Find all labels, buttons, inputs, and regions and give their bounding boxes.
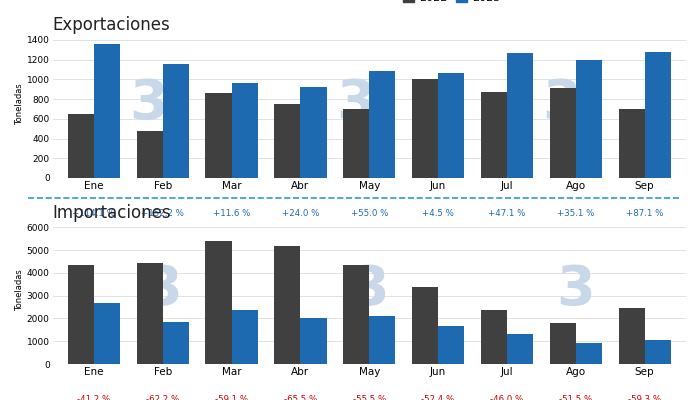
Bar — [576, 60, 602, 178]
Text: +47,1 %: +47,1 % — [489, 208, 526, 218]
Bar — [94, 44, 120, 178]
Text: +114,1 %: +114,1 % — [72, 208, 116, 218]
Bar — [645, 340, 671, 364]
Text: -46,0 %: -46,0 % — [490, 394, 524, 400]
Bar — [300, 87, 327, 178]
Text: -65,5 %: -65,5 % — [284, 394, 317, 400]
Text: Importaciones: Importaciones — [52, 204, 171, 222]
Bar — [619, 109, 645, 178]
Bar — [481, 92, 507, 178]
Text: +4,5 %: +4,5 % — [422, 208, 454, 218]
Bar — [274, 104, 300, 178]
Text: 3: 3 — [350, 263, 389, 317]
Text: 3: 3 — [130, 77, 168, 131]
Bar — [343, 109, 370, 178]
Text: -51,5 %: -51,5 % — [559, 394, 592, 400]
Bar — [412, 287, 438, 364]
Bar — [205, 241, 232, 364]
Bar — [576, 343, 602, 364]
Bar — [68, 114, 94, 178]
Bar — [645, 52, 671, 178]
Bar — [136, 131, 162, 178]
Bar — [550, 324, 576, 364]
Bar — [619, 308, 645, 364]
Y-axis label: Toneladas: Toneladas — [15, 83, 24, 125]
Bar — [232, 310, 258, 364]
Bar — [274, 246, 300, 364]
Text: 3: 3 — [336, 77, 375, 131]
Bar — [370, 72, 395, 178]
Bar — [232, 83, 258, 178]
Text: -62,2 %: -62,2 % — [146, 394, 179, 400]
Bar — [438, 326, 464, 364]
Bar — [162, 322, 189, 364]
Bar — [481, 310, 507, 364]
Bar — [438, 74, 464, 178]
Bar — [300, 318, 327, 364]
Text: 3: 3 — [542, 77, 582, 131]
Text: -52,4 %: -52,4 % — [421, 394, 455, 400]
Text: -59,3 %: -59,3 % — [628, 394, 661, 400]
Text: +152,2 %: +152,2 % — [141, 208, 184, 218]
Bar — [162, 64, 189, 178]
Bar — [94, 302, 120, 364]
Bar — [205, 93, 232, 178]
Text: +87,1 %: +87,1 % — [626, 208, 664, 218]
Bar — [412, 79, 438, 178]
Text: Exportaciones: Exportaciones — [52, 16, 170, 34]
Y-axis label: Toneladas: Toneladas — [15, 269, 24, 311]
Text: +11,6 %: +11,6 % — [213, 208, 250, 218]
Legend: 2022, 2023: 2022, 2023 — [399, 0, 505, 8]
Text: -41,2 %: -41,2 % — [77, 394, 111, 400]
Bar — [550, 88, 576, 178]
Bar — [136, 263, 162, 364]
Text: -59,1 %: -59,1 % — [215, 394, 248, 400]
Text: +35,1 %: +35,1 % — [557, 208, 594, 218]
Bar — [507, 334, 533, 364]
Bar — [370, 316, 395, 364]
Text: +55,0 %: +55,0 % — [351, 208, 388, 218]
Text: +24,0 %: +24,0 % — [281, 208, 319, 218]
Bar — [507, 53, 533, 178]
Bar — [343, 265, 370, 364]
Bar — [68, 265, 94, 364]
Text: 3: 3 — [556, 263, 595, 317]
Text: -55,5 %: -55,5 % — [353, 394, 386, 400]
Text: 3: 3 — [144, 263, 182, 317]
